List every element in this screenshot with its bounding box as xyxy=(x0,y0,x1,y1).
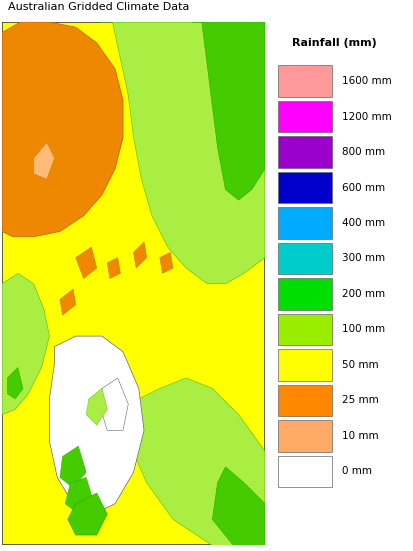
Polygon shape xyxy=(60,446,86,488)
Bar xyxy=(278,101,331,132)
Bar xyxy=(278,278,331,310)
Polygon shape xyxy=(99,378,128,430)
Bar xyxy=(278,420,331,451)
Polygon shape xyxy=(49,336,144,514)
Polygon shape xyxy=(76,247,97,278)
Text: Australian Gridded Climate Data: Australian Gridded Climate Data xyxy=(8,2,189,12)
Text: 1600 mm: 1600 mm xyxy=(341,76,390,86)
Bar xyxy=(278,349,331,381)
Bar xyxy=(278,456,331,487)
Polygon shape xyxy=(191,22,264,200)
Polygon shape xyxy=(60,289,76,315)
Bar xyxy=(278,66,331,96)
Polygon shape xyxy=(65,477,94,514)
Text: 1200 mm: 1200 mm xyxy=(341,111,390,122)
Bar xyxy=(278,207,331,239)
Text: 25 mm: 25 mm xyxy=(341,396,377,406)
Text: 400 mm: 400 mm xyxy=(341,218,384,228)
Text: 200 mm: 200 mm xyxy=(341,289,384,299)
Bar xyxy=(278,243,331,274)
Bar xyxy=(278,385,331,416)
Bar xyxy=(278,314,331,345)
Polygon shape xyxy=(33,142,55,179)
Polygon shape xyxy=(212,467,264,545)
Text: 600 mm: 600 mm xyxy=(341,182,384,192)
Polygon shape xyxy=(159,252,173,273)
Polygon shape xyxy=(107,258,120,278)
Polygon shape xyxy=(133,242,146,268)
Polygon shape xyxy=(2,273,49,414)
Text: 800 mm: 800 mm xyxy=(341,147,384,157)
Text: 50 mm: 50 mm xyxy=(341,360,377,370)
Text: 100 mm: 100 mm xyxy=(341,325,384,334)
Polygon shape xyxy=(86,388,107,425)
Polygon shape xyxy=(2,22,123,237)
Bar xyxy=(278,137,331,168)
Polygon shape xyxy=(68,493,107,535)
Text: 300 mm: 300 mm xyxy=(341,253,384,263)
Polygon shape xyxy=(7,368,23,399)
Polygon shape xyxy=(128,378,264,545)
Text: 0 mm: 0 mm xyxy=(341,466,370,477)
Polygon shape xyxy=(99,22,264,284)
Bar xyxy=(278,172,331,203)
Text: 10 mm: 10 mm xyxy=(341,431,377,441)
Text: Rainfall (mm): Rainfall (mm) xyxy=(292,37,376,48)
